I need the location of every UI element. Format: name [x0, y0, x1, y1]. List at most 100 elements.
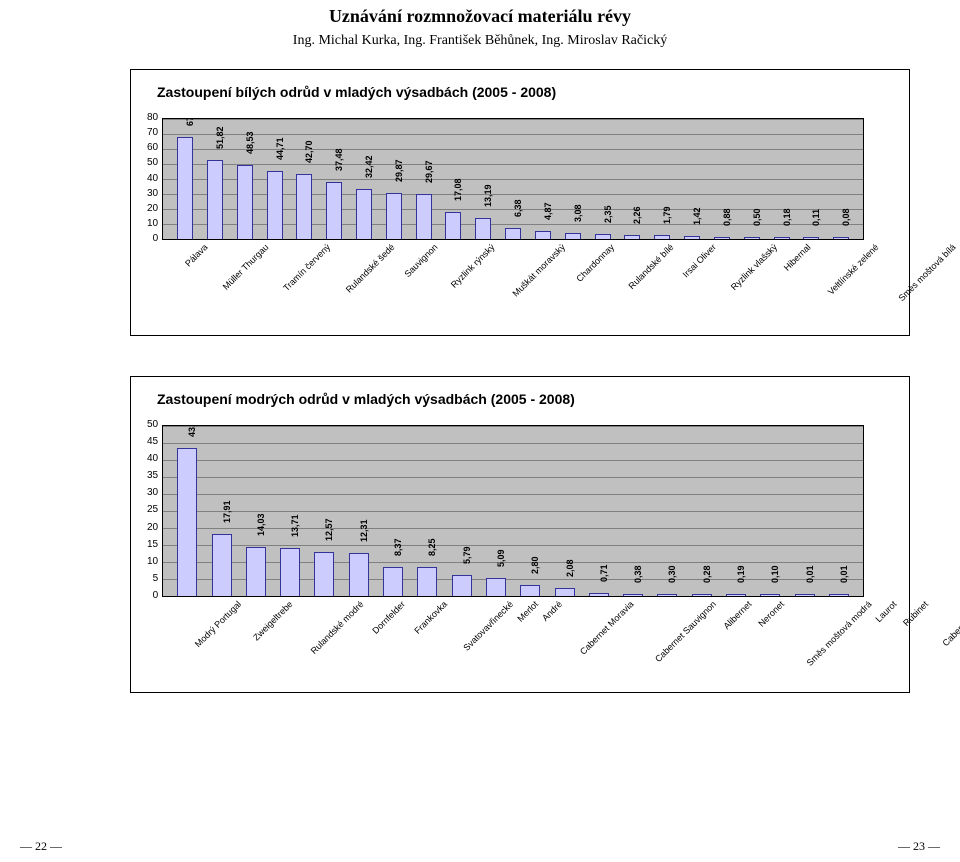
bar-value-label: 0,38 — [633, 565, 643, 583]
xlabel-slot: Směs moštová bílá — [868, 242, 945, 327]
bar-slot: 32,42 — [349, 189, 379, 239]
bar-slot: 6,38 — [498, 228, 528, 239]
bar: 44,71 — [267, 171, 283, 239]
bar-value-label: 0,71 — [599, 564, 609, 582]
bar-slot: 2,35 — [588, 234, 618, 239]
bar-slot: 43,14 — [170, 448, 204, 596]
chart2-title: Zastoupení modrých odrůd v mladých výsad… — [147, 391, 893, 407]
xlabel: Cabernet franc — [940, 599, 960, 648]
page-number-left: — 22 — — [20, 839, 62, 854]
bar-slot: 3,08 — [558, 233, 588, 239]
bar-slot: 0,71 — [582, 593, 616, 596]
bar-slot: 0,18 — [767, 237, 797, 239]
bar: 13,71 — [280, 548, 300, 596]
bar-slot: 12,31 — [342, 553, 376, 596]
chart2-bars: 43,1417,9114,0313,7112,5712,318,378,255,… — [163, 426, 863, 596]
xlabel-slot: Veltlínské zelené — [800, 242, 868, 327]
bar-value-label: 0,88 — [722, 208, 732, 226]
bar-value-label: 13,19 — [483, 185, 493, 208]
bar: 17,91 — [212, 534, 232, 596]
bar-value-label: 0,28 — [702, 565, 712, 583]
bar-value-label: 37,48 — [334, 148, 344, 171]
bar: 4,87 — [535, 231, 551, 239]
bar: 17,08 — [445, 212, 461, 239]
bar: 6,38 — [505, 228, 521, 239]
bar: 0,01 — [829, 594, 849, 596]
xlabel-slot: Ryzlink vlašský — [705, 242, 766, 327]
ytick-label: 15 — [147, 539, 158, 550]
bar-slot: 0,50 — [737, 237, 767, 239]
bar-slot: 29,87 — [379, 193, 409, 239]
ytick-label: 0 — [153, 590, 159, 601]
bar-value-label: 0,01 — [839, 565, 849, 583]
bar-value-label: 2,26 — [632, 206, 642, 224]
xlabel-slot: Müller Thurgau — [197, 242, 257, 327]
bar: 0,71 — [589, 593, 609, 596]
bar-value-label: 17,91 — [222, 501, 232, 524]
ytick-label: 25 — [147, 504, 158, 515]
xlabel-slot: Ryzlink rýnský — [426, 242, 484, 327]
bar: 1,42 — [684, 236, 700, 239]
bar-value-label: 42,70 — [304, 140, 314, 163]
bar-slot: 1,79 — [647, 235, 677, 239]
bar-slot: 13,71 — [273, 548, 307, 596]
bar-value-label: 17,08 — [453, 179, 463, 202]
page-numbers: — 22 — — 23 — — [0, 839, 960, 854]
chart-blue-varieties: Zastoupení modrých odrůd v mladých výsad… — [130, 376, 910, 693]
ytick-label: 80 — [147, 112, 158, 123]
ytick-label: 60 — [147, 142, 158, 153]
ytick-label: 50 — [147, 419, 158, 430]
bar-value-label: 8,25 — [427, 538, 437, 556]
bar-value-label: 3,08 — [573, 205, 583, 223]
bar-value-label: 2,80 — [530, 557, 540, 575]
bar-value-label: 1,79 — [662, 207, 672, 225]
bar-value-label: 14,03 — [256, 514, 266, 537]
bar: 3,08 — [565, 233, 581, 239]
bar-slot: 13,19 — [468, 218, 498, 239]
bar: 2,08 — [555, 588, 575, 596]
bar-value-label: 1,42 — [692, 207, 702, 225]
bar-slot: 0,28 — [685, 594, 719, 596]
ytick-label: 40 — [147, 453, 158, 464]
bar-slot: 29,67 — [409, 194, 439, 240]
bar-value-label: 67,17 — [185, 118, 195, 126]
ytick-label: 10 — [147, 218, 158, 229]
bar: 5,79 — [452, 575, 472, 596]
bar-value-label: 5,09 — [496, 549, 506, 567]
bar: 0,08 — [833, 237, 849, 239]
bar-slot: 4,87 — [528, 231, 558, 239]
bar-value-label: 0,11 — [811, 209, 821, 226]
bar: 0,10 — [760, 594, 780, 596]
ytick-label: 5 — [153, 573, 159, 584]
bar-slot: 14,03 — [239, 547, 273, 596]
bar-slot: 12,57 — [307, 552, 341, 596]
bar: 0,38 — [623, 594, 643, 596]
bar-value-label: 43,14 — [187, 425, 197, 437]
bar-slot: 0,38 — [616, 594, 650, 596]
ytick-label: 30 — [147, 188, 158, 199]
bar: 0,28 — [692, 594, 712, 596]
ytick-label: 40 — [147, 173, 158, 184]
chart2-xlabels: Modrý PortugalZweigeltrebeRulandské modr… — [162, 599, 876, 684]
bar-slot: 1,42 — [677, 236, 707, 239]
bar: 0,30 — [657, 594, 677, 596]
bar-slot: 0,88 — [707, 237, 737, 239]
bar: 0,88 — [714, 237, 730, 239]
bar: 1,79 — [654, 235, 670, 239]
chart2-yaxis: 50454035302520151050 — [147, 419, 162, 601]
bar-value-label: 0,01 — [805, 565, 815, 583]
bar: 67,17 — [177, 137, 193, 239]
bar-value-label: 48,53 — [245, 132, 255, 155]
ytick-label: 20 — [147, 203, 158, 214]
bar: 29,87 — [386, 193, 402, 239]
chart1-xlabels: PálavaMüller ThurgauTramín červenýRuland… — [162, 242, 876, 327]
bar-value-label: 6,38 — [513, 200, 523, 218]
bar: 0,01 — [795, 594, 815, 596]
bar-value-label: 0,18 — [782, 208, 792, 226]
ytick-label: 10 — [147, 556, 158, 567]
bar-value-label: 0,50 — [752, 208, 762, 226]
bar: 8,25 — [417, 567, 437, 596]
bar-value-label: 2,35 — [603, 206, 613, 224]
page-number-right: — 23 — — [898, 839, 940, 854]
bar-slot: 0,10 — [753, 594, 787, 596]
